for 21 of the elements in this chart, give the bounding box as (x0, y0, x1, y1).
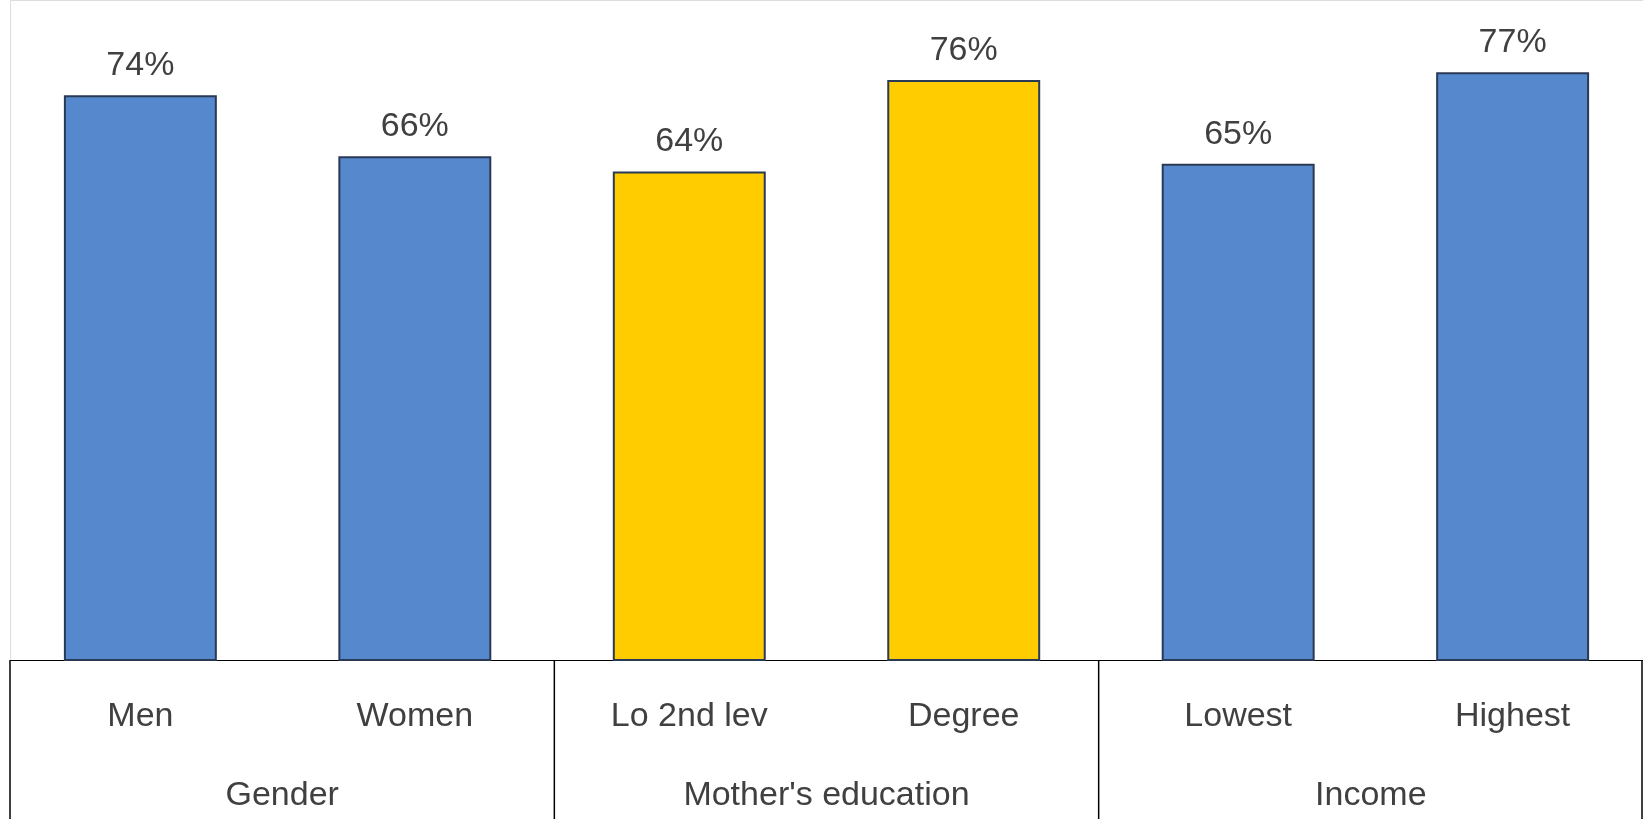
x-tick-label: Men (107, 694, 174, 733)
x-tick-label: Lo 2nd lev (610, 694, 768, 733)
bar (1436, 72, 1590, 661)
data-label: 77% (1478, 21, 1547, 60)
text: Income (1315, 774, 1427, 812)
bar (612, 171, 766, 661)
text: Gender (225, 774, 339, 812)
bar (1161, 163, 1315, 661)
data-label: 65% (1204, 112, 1273, 151)
x-tick-label: Lowest (1184, 694, 1293, 733)
bar (887, 79, 1041, 661)
bar (338, 156, 492, 661)
data-label: 74% (106, 44, 175, 83)
x-tick-label: Women (356, 694, 474, 733)
data-label: 64% (655, 120, 724, 159)
data-label: 76% (929, 28, 998, 67)
x-tick-label: Degree (907, 694, 1020, 733)
data-label: 66% (380, 105, 449, 144)
x-tick-label: Highest (1454, 694, 1571, 733)
text: Mother's education (683, 774, 970, 812)
bar (63, 95, 217, 661)
